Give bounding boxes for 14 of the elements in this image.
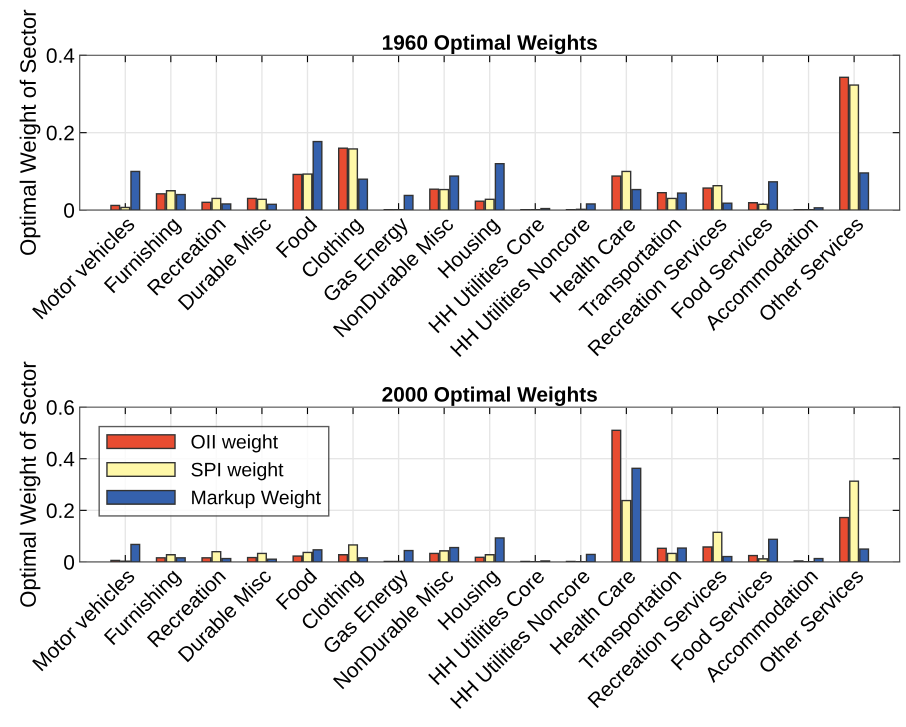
y-tick-label: 0.2: [46, 126, 74, 140]
chart-title: 1960 Optimal Weights: [382, 34, 597, 54]
y-tick-label: 0.4: [46, 452, 74, 466]
y-tick-label: 0.4: [46, 48, 74, 64]
y-tick-label: 0: [64, 554, 74, 570]
y-tick-label: 0: [64, 203, 74, 218]
y-tick-label: 0.6: [46, 400, 74, 415]
legend-label: Markup Weight: [192, 490, 321, 508]
legend-label: SPI weight: [191, 462, 284, 480]
legend-label: OII weight: [191, 434, 278, 452]
y-axis-title: Optimal Weight of Sector: [20, 10, 40, 255]
y-tick-label: 0.2: [46, 503, 74, 518]
chart-title: 2000 Optimal Weights: [382, 386, 597, 406]
y-axis-title: Optimal Weight of Sector: [20, 362, 40, 607]
